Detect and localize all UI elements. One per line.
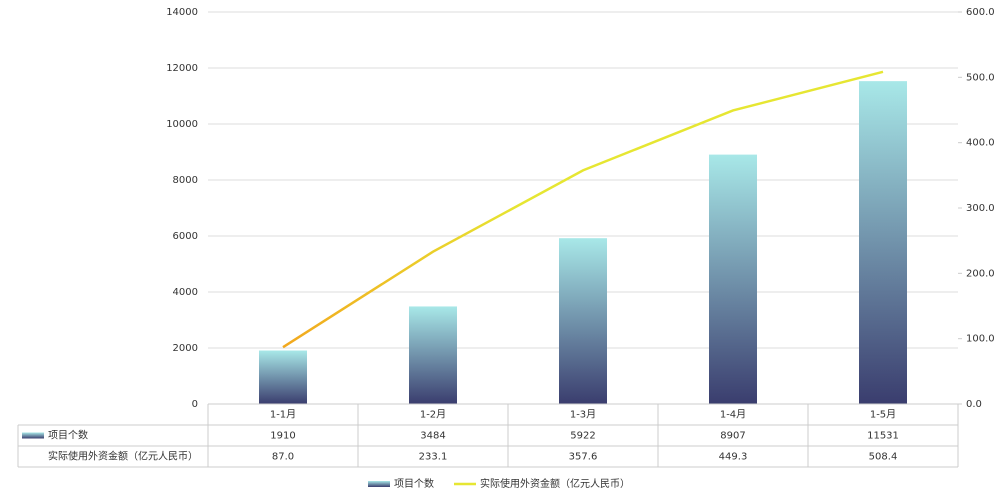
x-tick-label: 1-1月 xyxy=(270,409,296,421)
table-key xyxy=(22,432,44,439)
table-cell: 11531 xyxy=(867,431,899,442)
y-tick-label: 12000 xyxy=(166,63,198,74)
table-cell: 357.6 xyxy=(569,452,598,463)
table-cell: 8907 xyxy=(720,431,745,442)
legend-key xyxy=(368,481,390,487)
y-tick-label: 4000 xyxy=(173,287,198,298)
line xyxy=(282,70,884,349)
y-tick-label: 2000 xyxy=(173,343,198,354)
table-cell: 449.3 xyxy=(719,452,748,463)
bar xyxy=(559,238,607,404)
table-cell: 5922 xyxy=(570,431,595,442)
y-tick-label: 6000 xyxy=(173,231,198,242)
x-tick-label: 1-2月 xyxy=(420,409,446,421)
y-tick-label: 0 xyxy=(192,399,198,410)
legend-label: 实际使用外资金额（亿元人民币） xyxy=(480,477,630,490)
y2-tick-label: 100.0 xyxy=(966,334,995,345)
x-tick-label: 1-3月 xyxy=(570,409,596,421)
x-tick-label: 1-5月 xyxy=(870,409,896,421)
bar xyxy=(709,154,757,404)
table-cell: 1910 xyxy=(270,431,295,442)
y2-tick-label: 500.0 xyxy=(966,72,995,83)
legend-label: 项目个数 xyxy=(394,477,434,490)
y2-tick-label: 0.0 xyxy=(966,399,982,410)
y2-tick-label: 300.0 xyxy=(966,203,995,214)
table-row-label: 项目个数 xyxy=(48,429,88,442)
table-cell: 87.0 xyxy=(272,452,294,463)
bar xyxy=(259,350,307,404)
y2-tick-label: 400.0 xyxy=(966,138,995,149)
y-tick-label: 14000 xyxy=(166,7,198,18)
y2-tick-label: 600.0 xyxy=(966,7,995,18)
table-cell: 233.1 xyxy=(419,452,448,463)
bar xyxy=(409,306,457,404)
table-cell: 3484 xyxy=(420,431,445,442)
table-row-label: 实际使用外资金额（亿元人民币） xyxy=(48,450,198,463)
x-tick-label: 1-4月 xyxy=(720,409,746,421)
y-tick-label: 10000 xyxy=(166,119,198,130)
bar xyxy=(859,81,907,404)
y-tick-label: 8000 xyxy=(173,175,198,186)
table-cell: 508.4 xyxy=(869,452,898,463)
y2-tick-label: 200.0 xyxy=(966,268,995,279)
